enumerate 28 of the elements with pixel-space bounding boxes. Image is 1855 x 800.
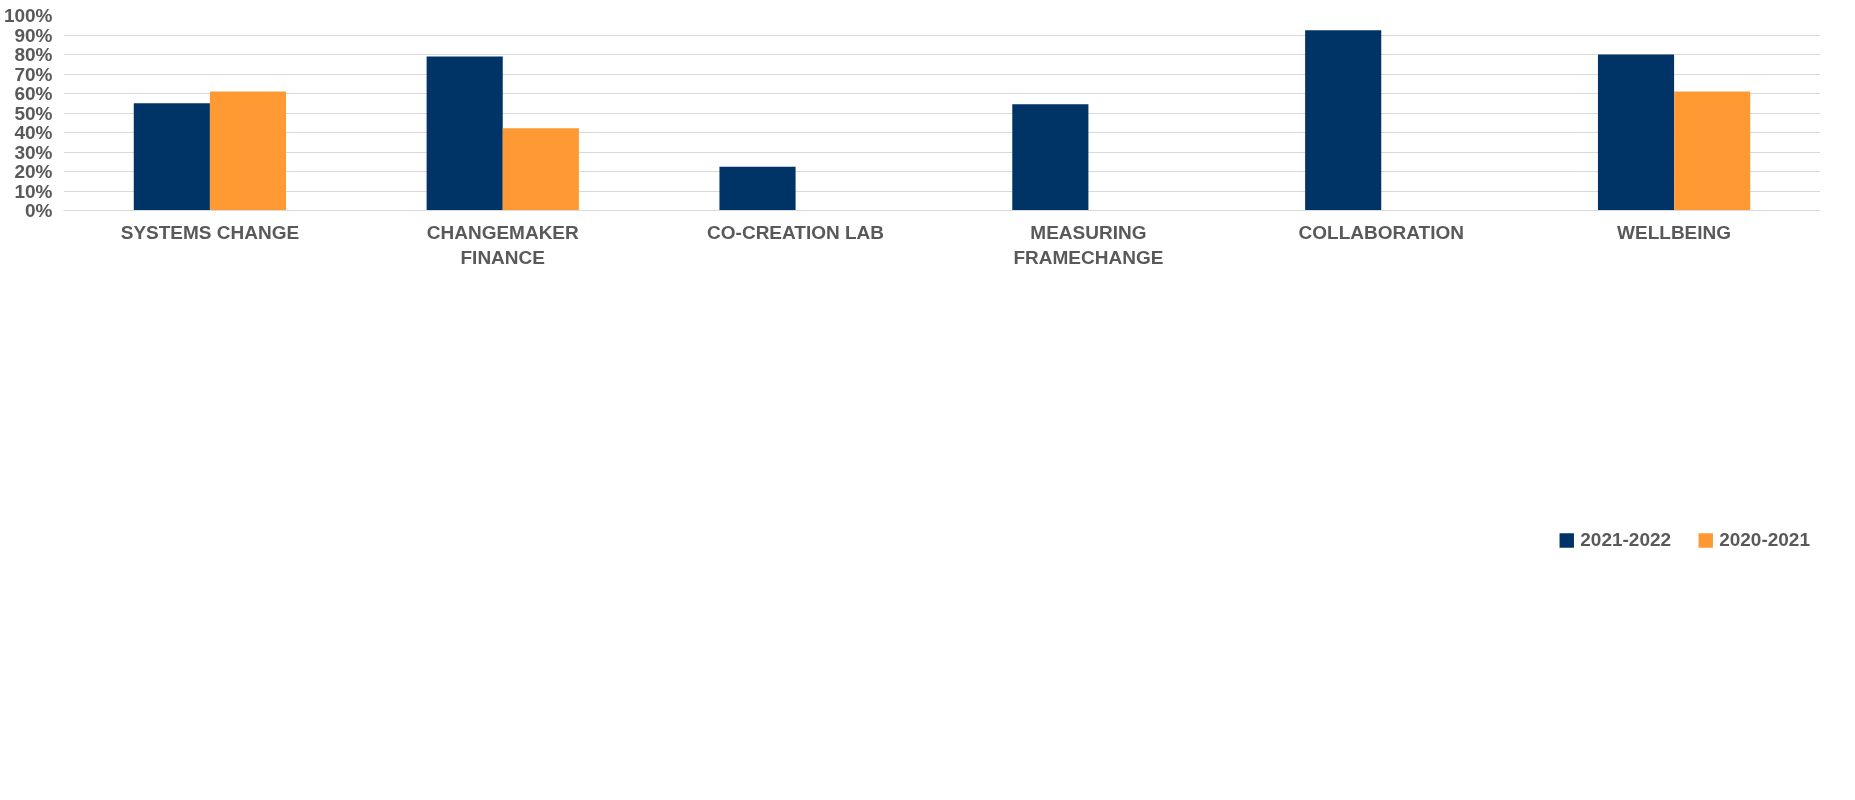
bar bbox=[426, 56, 503, 211]
y-tick-label: 80% bbox=[14, 44, 53, 65]
x-tick-label: MEASURING FRAMECHANGE bbox=[1013, 221, 1164, 268]
x-tick-label: CHANGEMAKER FINANCE bbox=[426, 221, 580, 268]
y-tick-label: 30% bbox=[14, 141, 53, 163]
y-tick-label: 40% bbox=[14, 122, 53, 143]
x-tick-label: COLLABORATION bbox=[1298, 221, 1464, 243]
y-tick-label: 70% bbox=[14, 63, 53, 85]
bar bbox=[1012, 104, 1089, 211]
bar bbox=[1305, 30, 1382, 211]
bar bbox=[719, 166, 796, 211]
bar bbox=[133, 103, 210, 211]
bar bbox=[1597, 54, 1675, 211]
x-tick-label: CO-CREATION LAB bbox=[707, 221, 885, 243]
bar bbox=[209, 91, 287, 211]
legend-label: 2021-2022 bbox=[1580, 529, 1672, 551]
bar bbox=[1674, 91, 1751, 211]
y-tick-label: 50% bbox=[14, 102, 53, 124]
y-tick-label: 60% bbox=[14, 83, 53, 104]
y-tick-label: 10% bbox=[14, 180, 53, 202]
x-tick-label: WELLBEING bbox=[1617, 221, 1732, 243]
bar bbox=[502, 128, 579, 211]
legend-label: 2020-2021 bbox=[1719, 529, 1810, 551]
y-tick-label: 0% bbox=[25, 200, 53, 221]
y-tick-label: 90% bbox=[14, 24, 53, 46]
x-tick-label: SYSTEMS CHANGE bbox=[120, 221, 300, 243]
y-tick-label: 20% bbox=[14, 161, 53, 182]
y-tick-label: 100% bbox=[3, 5, 53, 26]
